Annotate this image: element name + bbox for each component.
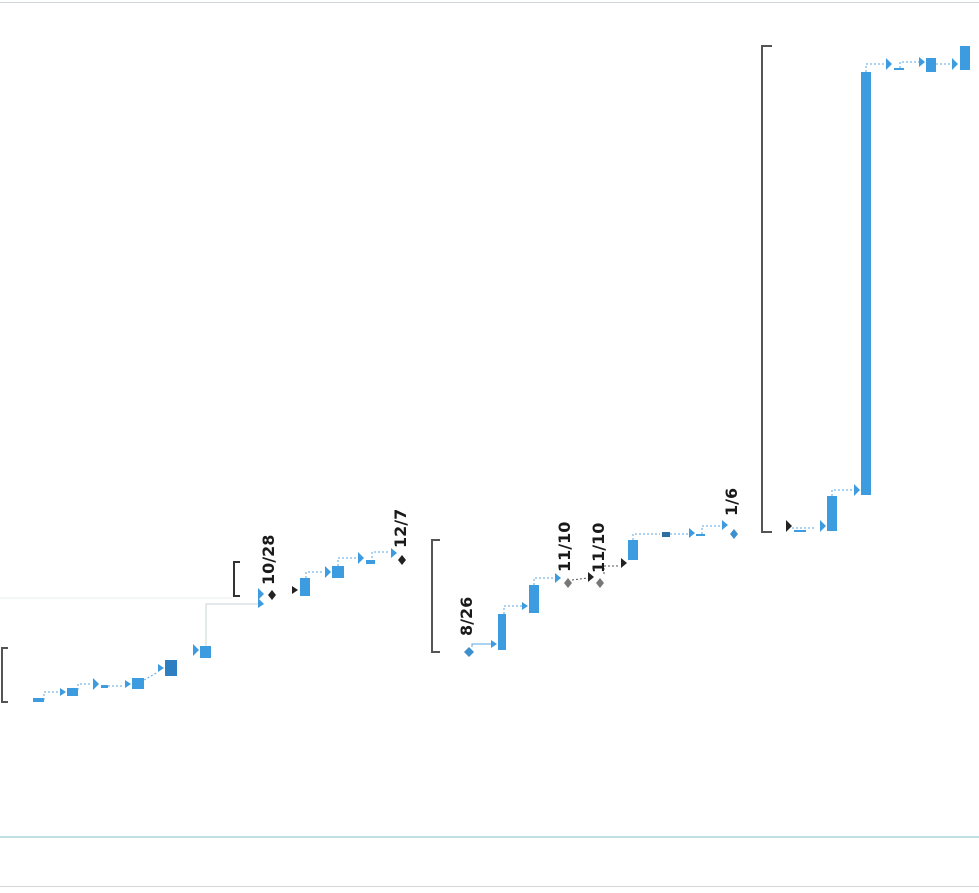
task-bar[interactable] bbox=[165, 660, 177, 676]
milestone-label: 12/7 bbox=[391, 509, 410, 548]
task-bar[interactable] bbox=[332, 566, 344, 578]
task-bar[interactable] bbox=[628, 540, 638, 560]
summary-bracket-1[interactable] bbox=[1, 647, 8, 703]
task-bar[interactable] bbox=[67, 688, 78, 696]
milestone-label: 10/28 bbox=[259, 535, 278, 585]
task-bar[interactable] bbox=[529, 585, 539, 613]
task-bar[interactable] bbox=[200, 646, 211, 658]
milestone-label: 11/10 bbox=[589, 523, 608, 573]
task-bars-group-3 bbox=[464, 520, 738, 657]
milestone-label: 8/26 bbox=[457, 597, 476, 636]
task-bars-group-1 bbox=[0, 597, 258, 702]
task-bar[interactable] bbox=[300, 578, 310, 596]
task-bar[interactable] bbox=[894, 68, 904, 70]
milestone-10-28-marker[interactable] bbox=[268, 590, 276, 600]
milestone-8-26-marker[interactable] bbox=[464, 647, 474, 657]
milestone-11-10-a-marker[interactable] bbox=[564, 578, 572, 588]
link-arrow bbox=[43, 691, 60, 700]
task-bars-group-2 bbox=[258, 548, 406, 608]
task-bar[interactable] bbox=[926, 58, 936, 72]
task-bar[interactable] bbox=[132, 678, 144, 689]
milestone-label: 11/10 bbox=[555, 522, 574, 572]
milestone-11-10-b-marker[interactable] bbox=[596, 578, 604, 588]
task-bar[interactable] bbox=[101, 685, 108, 688]
task-bar[interactable] bbox=[33, 698, 44, 702]
milestone-label: 1/6 bbox=[722, 488, 741, 516]
task-bar[interactable] bbox=[696, 534, 705, 536]
task-bar[interactable] bbox=[960, 46, 970, 70]
task-bars-group-4 bbox=[786, 46, 970, 532]
summary-bracket-3[interactable] bbox=[431, 539, 440, 653]
task-bar[interactable] bbox=[366, 560, 375, 564]
bottom-divider bbox=[0, 886, 979, 887]
task-bar[interactable] bbox=[794, 530, 806, 532]
top-divider bbox=[0, 2, 979, 3]
task-bar-long[interactable] bbox=[861, 72, 871, 495]
timescale-divider bbox=[0, 836, 979, 838]
milestone-12-7-marker[interactable] bbox=[398, 555, 406, 565]
task-bar[interactable] bbox=[498, 614, 506, 650]
task-bar[interactable] bbox=[662, 532, 670, 537]
task-bar[interactable] bbox=[827, 496, 837, 531]
summary-bracket-2[interactable] bbox=[233, 561, 240, 597]
milestone-1-6-marker[interactable] bbox=[730, 529, 738, 539]
summary-bracket-4[interactable] bbox=[761, 45, 772, 533]
